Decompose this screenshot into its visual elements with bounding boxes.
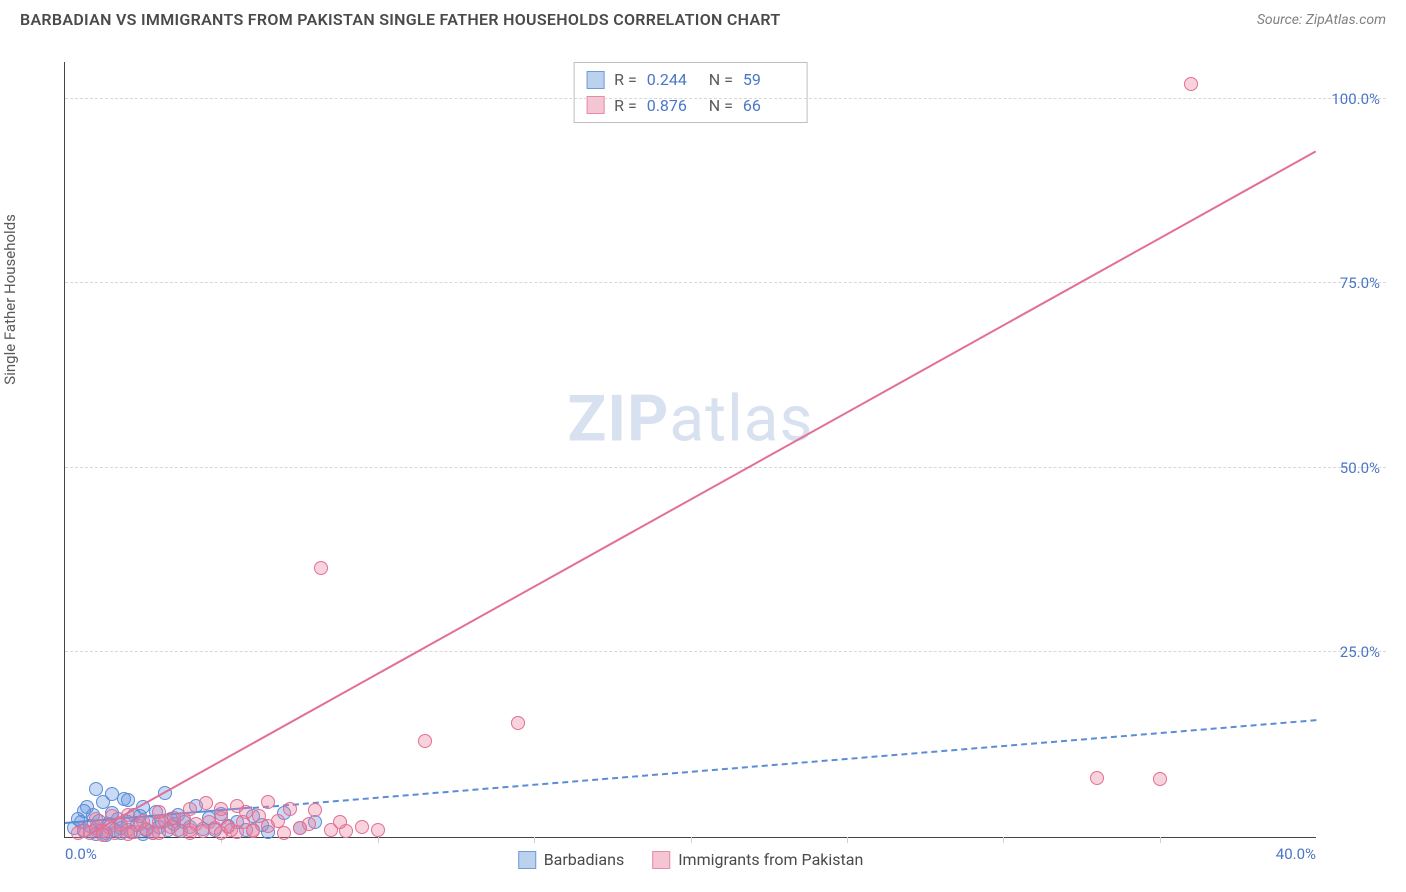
data-point-barbadians (121, 793, 135, 807)
y-tick-label: 25.0% (1340, 643, 1380, 661)
legend-item-barbadians: Barbadians (518, 850, 625, 869)
data-point-pakistan (308, 803, 322, 817)
data-point-pakistan (355, 820, 369, 834)
swatch-barbadians-icon (586, 71, 604, 89)
correlation-stats-box: R = 0.244 N = 59 R = 0.876 N = 66 (573, 62, 808, 123)
data-point-barbadians (105, 787, 119, 801)
data-point-pakistan (89, 812, 103, 826)
data-point-pakistan (152, 826, 166, 840)
x-tick-label: 0.0% (65, 845, 97, 863)
trendline-barbadians (253, 719, 1317, 809)
gridline-vertical (691, 837, 692, 843)
data-point-pakistan (277, 826, 291, 840)
data-point-pakistan (224, 823, 238, 837)
data-point-pakistan (1090, 771, 1104, 785)
plot-area: ZIPatlas R = 0.244 N = 59 R = 0.876 N = … (64, 62, 1316, 838)
stats-row-barbadians: R = 0.244 N = 59 (586, 67, 795, 93)
legend-label-barbadians: Barbadians (544, 850, 625, 869)
swatch-barbadians-icon (518, 851, 536, 869)
swatch-pakistan-icon (586, 96, 604, 114)
watermark-zip: ZIP (568, 381, 670, 456)
gridline-horizontal (65, 467, 1386, 468)
data-point-pakistan (418, 734, 432, 748)
gridline-vertical (534, 837, 535, 843)
gridline-horizontal (65, 651, 1386, 652)
data-point-barbadians (89, 782, 103, 796)
data-point-pakistan (199, 796, 213, 810)
r-label: R = (614, 67, 637, 93)
data-point-pakistan (371, 823, 385, 837)
y-axis-label: Single Father Households (1, 214, 19, 385)
n-label: N = (709, 67, 733, 93)
data-point-pakistan (167, 811, 181, 825)
r-value-pakistan: 0.876 (647, 93, 699, 119)
gridline-vertical (847, 837, 848, 843)
n-value-pakistan: 66 (743, 93, 795, 119)
data-point-pakistan (183, 802, 197, 816)
data-point-pakistan (121, 827, 135, 841)
r-label: R = (614, 93, 637, 119)
data-point-pakistan (236, 815, 250, 829)
gridline-vertical (378, 837, 379, 843)
watermark-atlas: atlas (669, 381, 813, 456)
swatch-pakistan-icon (652, 851, 670, 869)
data-point-pakistan (183, 826, 197, 840)
legend-label-pakistan: Immigrants from Pakistan (678, 850, 863, 869)
y-tick-label: 100.0% (1331, 90, 1380, 108)
chart-wrapper: Single Father Households ZIPatlas R = 0.… (20, 40, 1386, 882)
gridline-horizontal (65, 98, 1386, 99)
data-point-pakistan (214, 802, 228, 816)
gridline-vertical (1160, 837, 1161, 843)
stats-row-pakistan: R = 0.876 N = 66 (586, 93, 795, 119)
gridline-vertical (1003, 837, 1004, 843)
data-point-pakistan (261, 795, 275, 809)
data-point-pakistan (230, 799, 244, 813)
n-value-barbadians: 59 (743, 67, 795, 93)
y-tick-label: 75.0% (1340, 274, 1380, 292)
legend-item-pakistan: Immigrants from Pakistan (652, 850, 863, 869)
data-point-pakistan (333, 815, 347, 829)
data-point-pakistan (302, 817, 316, 831)
x-tick-label: 40.0% (1276, 845, 1316, 863)
data-point-pakistan (1153, 772, 1167, 786)
data-point-pakistan (283, 802, 297, 816)
data-point-pakistan (152, 805, 166, 819)
watermark: ZIPatlas (568, 381, 814, 456)
trendline-pakistan (90, 151, 1317, 835)
r-value-barbadians: 0.244 (647, 67, 699, 93)
data-point-pakistan (1184, 77, 1198, 91)
n-label: N = (709, 93, 733, 119)
chart-title: BARBADIAN VS IMMIGRANTS FROM PAKISTAN SI… (20, 10, 781, 29)
data-point-pakistan (136, 814, 150, 828)
data-point-pakistan (271, 814, 285, 828)
y-tick-label: 50.0% (1340, 459, 1380, 477)
gridline-horizontal (65, 282, 1386, 283)
data-point-pakistan (511, 716, 525, 730)
data-point-pakistan (314, 561, 328, 575)
source-attribution: Source: ZipAtlas.com (1257, 12, 1386, 28)
bottom-legend: Barbadians Immigrants from Pakistan (518, 850, 864, 869)
